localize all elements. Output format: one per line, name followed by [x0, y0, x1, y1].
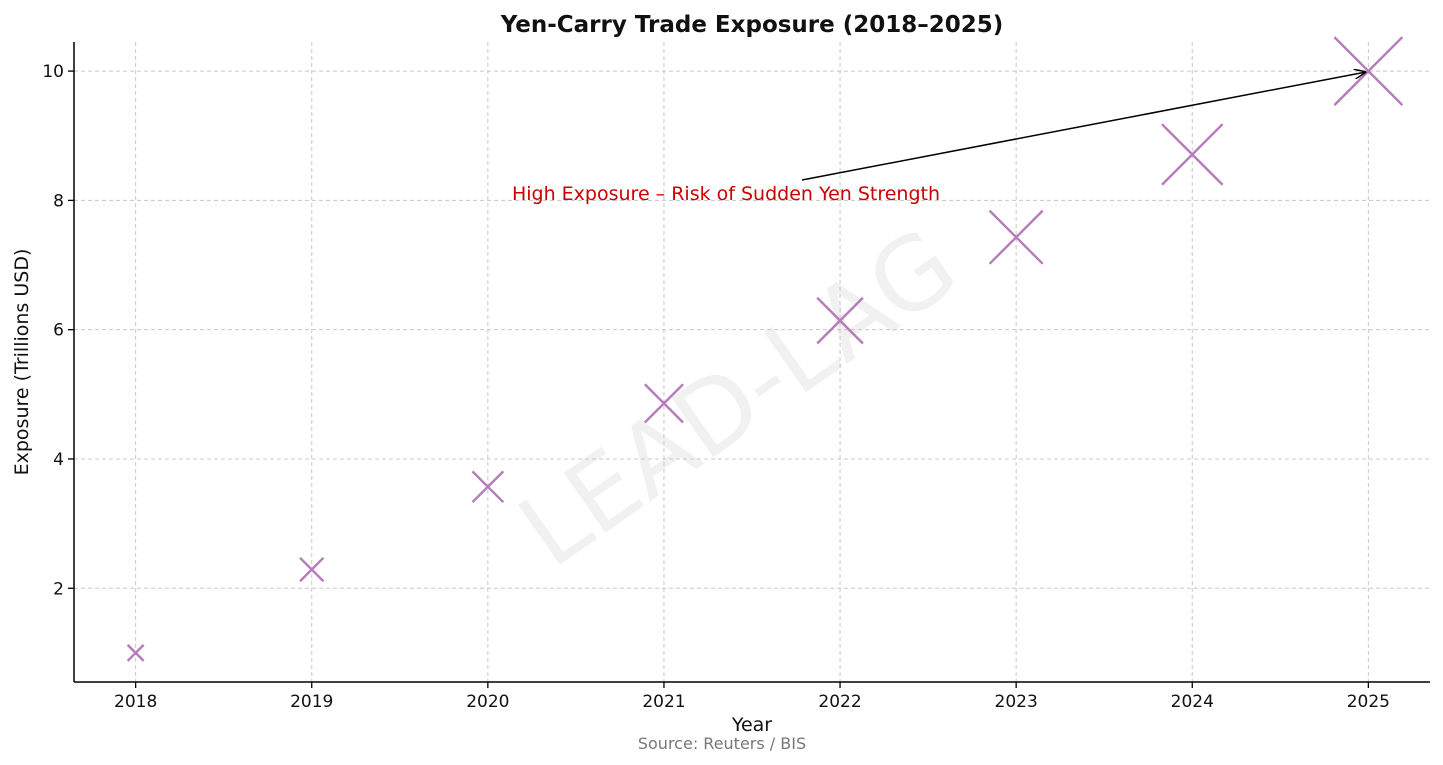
data-point-marker	[1161, 123, 1224, 186]
x-tick-label: 2022	[818, 692, 861, 712]
x-tick-label: 2024	[1171, 692, 1214, 712]
y-tick-label: 2	[53, 579, 64, 599]
data-point-marker	[988, 209, 1044, 265]
x-tick-label: 2018	[114, 692, 157, 712]
data-point-marker	[643, 383, 684, 424]
y-tick-label: 8	[53, 191, 64, 211]
x-tick-label: 2019	[290, 692, 333, 712]
x-axis-label: Year	[731, 714, 772, 736]
y-axis-label: Exposure (Trillions USD)	[11, 249, 33, 476]
data-point-marker	[471, 470, 505, 504]
y-tick-label: 10	[42, 62, 64, 82]
x-tick-label: 2023	[995, 692, 1038, 712]
watermark: LEAD-LAG	[499, 206, 978, 590]
y-tick-label: 4	[53, 450, 64, 470]
x-tick-label: 2025	[1347, 692, 1390, 712]
y-tick-label: 6	[53, 321, 64, 341]
annotation-text: High Exposure – Risk of Sudden Yen Stren…	[512, 183, 940, 205]
chart-title: Yen-Carry Trade Exposure (2018–2025)	[500, 12, 1004, 38]
data-point-marker	[1333, 36, 1404, 106]
data-point-marker	[816, 296, 864, 345]
x-tick-label: 2021	[642, 692, 685, 712]
data-point-marker	[299, 556, 325, 583]
data-point-marker	[126, 644, 145, 662]
x-tick-label: 2020	[466, 692, 509, 712]
source-note: Source: Reuters / BIS	[638, 734, 806, 753]
annotation-arrow	[801, 72, 1365, 181]
